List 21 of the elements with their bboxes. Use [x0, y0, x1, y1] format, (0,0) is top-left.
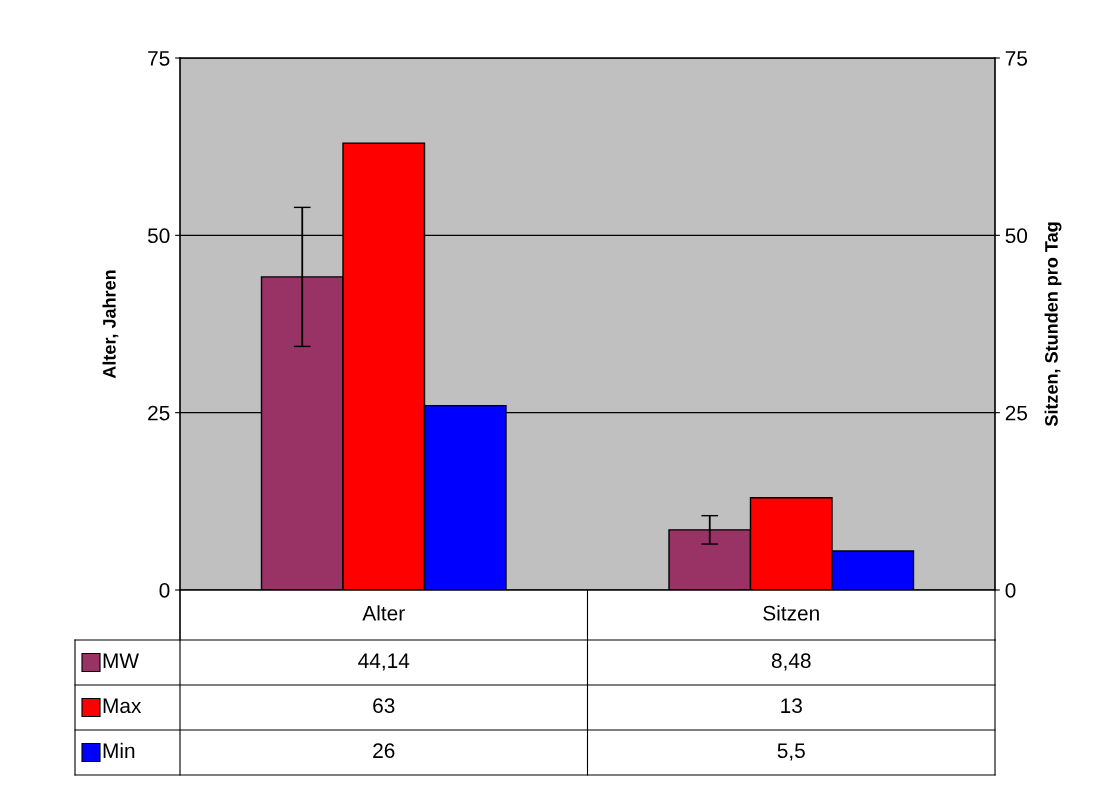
data-label: 44,14 — [358, 653, 410, 671]
legend-label: Max — [103, 698, 142, 714]
y-tick-label: 25 — [148, 405, 170, 421]
data-label: 63 — [373, 698, 395, 714]
x-tick-label: Sitzen — [763, 605, 819, 621]
y-axis-title: Alter, Jahren — [102, 270, 119, 379]
data-label: 5,5 — [777, 743, 805, 761]
y-tick-label: 75 — [148, 51, 170, 66]
y2-tick-label: 0 — [1005, 583, 1016, 598]
y-tick-label: 50 — [147, 228, 170, 244]
legend-label: MW — [103, 653, 139, 668]
data-label: 26 — [373, 743, 395, 759]
data-label: 8,48 — [771, 653, 811, 671]
data-label: 13 — [781, 698, 802, 714]
y2-tick-label: 50 — [1005, 228, 1028, 244]
y2-tick-label: 25 — [1005, 405, 1028, 421]
y2-tick-label: 75 — [1005, 51, 1028, 66]
y-tick-label: 0 — [159, 583, 170, 598]
x-tick-label: Alter — [362, 605, 405, 621]
y2-axis-title: Sitzen, Stunden pro Tag — [1044, 222, 1062, 427]
legend-label: Min — [103, 742, 135, 758]
